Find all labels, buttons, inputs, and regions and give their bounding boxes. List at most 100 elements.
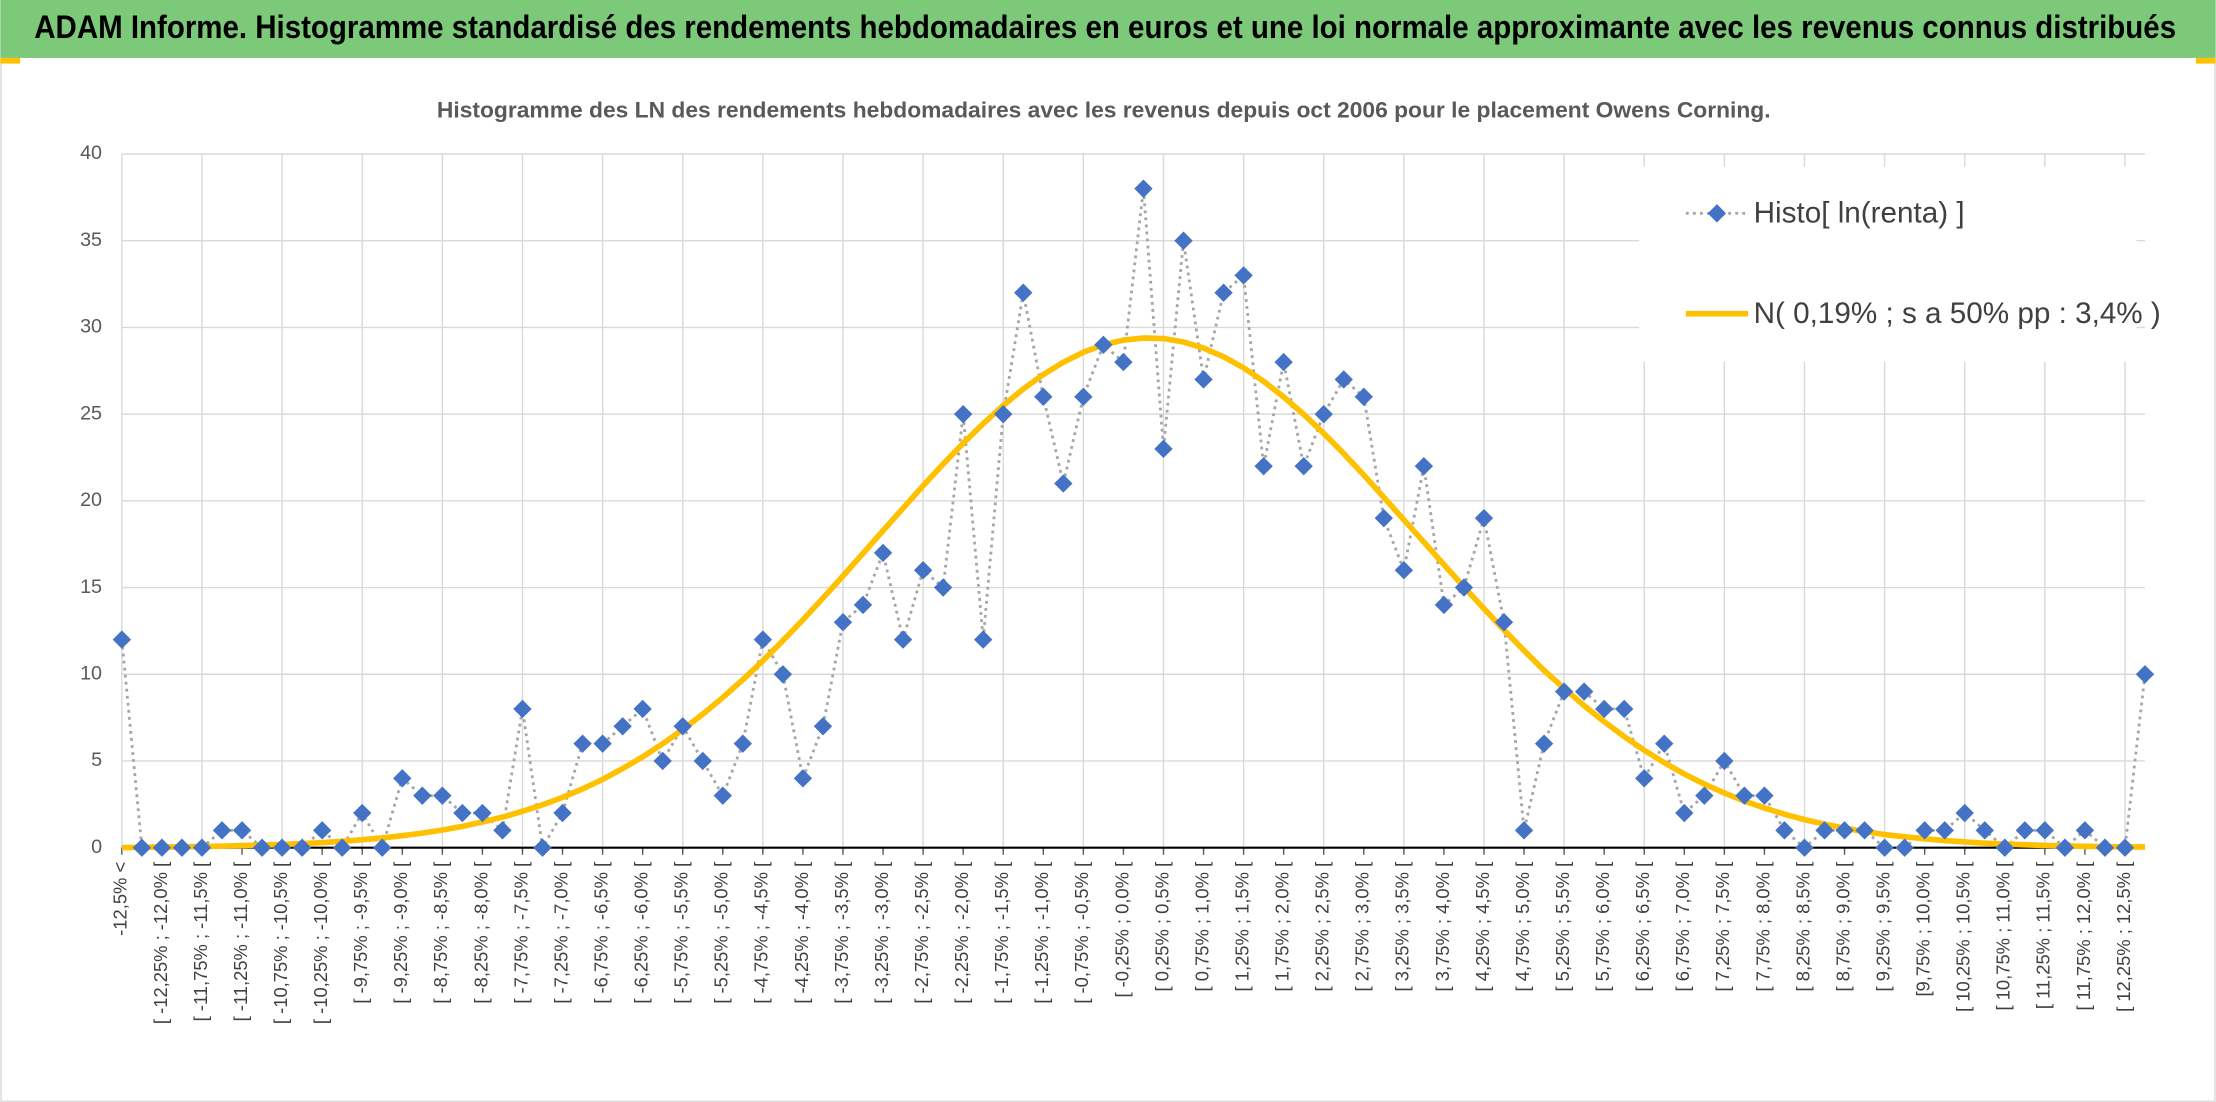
marker bbox=[1434, 595, 1454, 615]
x-tick-label: [ 5,75% ; 6,0% [ bbox=[1592, 862, 1613, 992]
marker bbox=[1935, 821, 1954, 840]
marker bbox=[793, 769, 813, 788]
marker bbox=[873, 543, 893, 563]
marker bbox=[974, 630, 993, 649]
marker bbox=[673, 717, 692, 736]
marker bbox=[413, 786, 432, 805]
marker bbox=[933, 578, 953, 597]
y-tick-label: 20 bbox=[80, 489, 102, 511]
legend-box bbox=[1639, 166, 2137, 362]
x-tick-label: [ 6,25% ; 6,5% [ bbox=[1632, 862, 1653, 992]
marker bbox=[232, 821, 252, 840]
marker bbox=[1054, 474, 1073, 493]
marker bbox=[393, 769, 412, 788]
x-tick-label: [ -0,25% ; 0,0% [ bbox=[1111, 862, 1132, 998]
marker bbox=[212, 821, 232, 840]
marker bbox=[1835, 821, 1854, 840]
marker bbox=[773, 665, 793, 684]
marker bbox=[893, 630, 913, 649]
marker bbox=[453, 803, 472, 823]
marker bbox=[813, 717, 833, 736]
marker bbox=[1334, 370, 1353, 389]
x-tick-label: [ -1,75% ; -1,5% [ bbox=[991, 862, 1012, 1004]
marker bbox=[172, 838, 192, 857]
marker bbox=[373, 838, 392, 857]
marker bbox=[1975, 821, 1994, 840]
x-tick-label: [ 0,25% ; 0,5% [ bbox=[1151, 862, 1172, 992]
x-tick-label: [ 10,75% ; 11,0% [ bbox=[1993, 862, 2014, 1011]
marker bbox=[994, 404, 1013, 424]
marker bbox=[1554, 682, 1574, 701]
marker bbox=[312, 821, 332, 840]
y-tick-label: 5 bbox=[91, 749, 102, 771]
x-tick-label: [ -7,75% ; -7,5% [ bbox=[510, 862, 531, 1004]
legend: Histo[ ln(renta) ] N( 0,19% ; s a 50% pp … bbox=[1639, 166, 2161, 362]
marker bbox=[2055, 838, 2075, 857]
marker bbox=[1955, 803, 1974, 823]
marker bbox=[1655, 734, 1674, 753]
marker bbox=[1995, 838, 2014, 857]
marker bbox=[2075, 821, 2095, 840]
marker bbox=[1394, 561, 1414, 580]
x-tick-label: [ 2,25% ; 2,5% [ bbox=[1312, 862, 1333, 992]
marker bbox=[833, 613, 853, 632]
x-tick-label: [ -2,25% ; -2,0% [ bbox=[951, 862, 972, 1004]
marker bbox=[1314, 404, 1333, 424]
marker bbox=[1154, 439, 1173, 459]
x-tick-label: [ 0,75% ; 1,0% [ bbox=[1191, 862, 1212, 992]
x-tick-label: [ -10,75% ; -10,5% [ bbox=[270, 862, 291, 1024]
marker bbox=[1014, 283, 1033, 302]
marker bbox=[1895, 838, 1914, 857]
marker bbox=[1815, 821, 1834, 840]
corner-mark bbox=[0, 57, 21, 64]
marker bbox=[1574, 682, 1594, 701]
x-tick-label: [ -12,25% ; -12,0% [ bbox=[150, 862, 171, 1024]
x-tick-label: [ -3,75% ; -3,5% [ bbox=[831, 862, 852, 1004]
marker bbox=[1615, 699, 1634, 719]
x-tick-label: [ -9,75% ; -9,5% [ bbox=[350, 862, 371, 1004]
marker bbox=[713, 786, 732, 805]
marker bbox=[533, 838, 552, 857]
x-tick-label: [ 6,75% ; 7,0% [ bbox=[1672, 862, 1693, 992]
marker bbox=[593, 734, 612, 753]
x-tick-label: [ -0,75% ; -0,5% [ bbox=[1071, 862, 1092, 1004]
x-tick-label: [ -10,25% ; -10,0% [ bbox=[310, 862, 331, 1024]
marker bbox=[1374, 509, 1394, 528]
header-title: ADAM Informe. Histogramme standardisé de… bbox=[34, 9, 2176, 45]
marker bbox=[493, 821, 512, 840]
marker bbox=[1494, 613, 1514, 632]
y-tick-label: 30 bbox=[80, 316, 102, 338]
y-tick-label: 40 bbox=[80, 142, 102, 164]
x-tick-label: [ 4,25% ; 4,5% [ bbox=[1472, 862, 1493, 992]
x-tick-label: [ 3,25% ; 3,5% [ bbox=[1392, 862, 1413, 992]
x-tick-label: [ -7,25% ; -7,0% [ bbox=[550, 862, 571, 1004]
x-tick-label: -12,5% < bbox=[110, 862, 131, 936]
corner-mark bbox=[2195, 57, 2216, 64]
marker bbox=[1534, 734, 1554, 753]
marker bbox=[633, 699, 652, 719]
x-tick-label: [ -8,75% ; -8,5% [ bbox=[430, 862, 451, 1004]
marker bbox=[473, 803, 492, 823]
x-tick-label: [ 7,75% ; 8,0% [ bbox=[1752, 862, 1773, 992]
x-tick-label: [9,75% ; 10,0% [ bbox=[1913, 862, 1934, 997]
x-tick-label: [ -5,25% ; -5,0% [ bbox=[711, 862, 732, 1004]
marker bbox=[1214, 283, 1233, 302]
marker bbox=[753, 630, 773, 649]
x-tick-label: [ 8,25% ; 8,5% [ bbox=[1792, 862, 1813, 992]
marker bbox=[693, 751, 712, 771]
x-tick-label: [ -3,25% ; -3,0% [ bbox=[871, 862, 892, 1004]
marker bbox=[192, 838, 212, 857]
marker bbox=[553, 803, 572, 823]
x-tick-label: [ 8,75% ; 9,0% [ bbox=[1832, 862, 1853, 992]
marker bbox=[433, 786, 452, 805]
series-line bbox=[121, 335, 2146, 851]
marker bbox=[1034, 387, 1053, 406]
y-tick-label: 0 bbox=[91, 836, 102, 858]
x-tick-label: [ 11,75% ; 12,0% [ bbox=[2073, 862, 2094, 1011]
marker bbox=[953, 404, 973, 424]
x-tick-label: [ 7,25% ; 7,5% [ bbox=[1712, 862, 1733, 992]
marker bbox=[1715, 751, 1734, 771]
marker bbox=[1294, 456, 1313, 476]
x-tick-label: [ -4,25% ; -4,0% [ bbox=[791, 862, 812, 1004]
